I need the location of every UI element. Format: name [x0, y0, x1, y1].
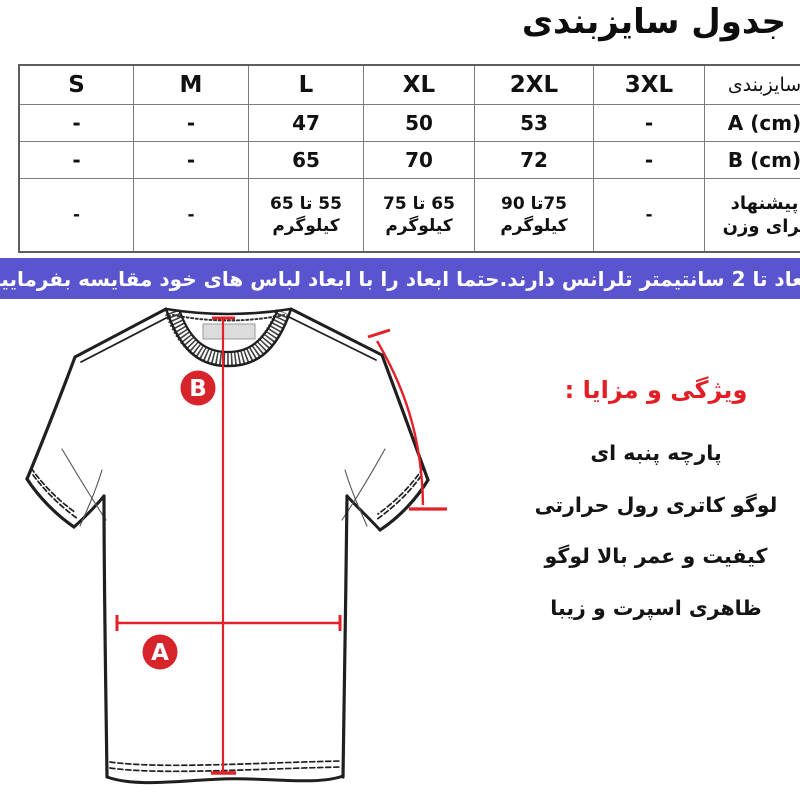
cell-b-m: -: [133, 141, 249, 179]
left-armpit-mark: [79, 469, 103, 527]
right-sleeve-hem: [378, 478, 430, 532]
marker-b-letter: B: [189, 376, 207, 402]
table-row-weight: - - 55 تا 65 کیلوگرم 65 تا 75 کیلوگرم 75…: [18, 178, 800, 253]
cell-b-s: -: [18, 141, 134, 179]
sleeve-length-line: [375, 340, 425, 506]
cell-a-2xl: 53: [474, 104, 594, 142]
body-right-edge: [341, 494, 349, 779]
marker-a-circle: [142, 634, 178, 670]
cell-wt-l: 55 تا 65 کیلوگرم: [248, 178, 364, 253]
sleeve-top-tick: [367, 328, 391, 339]
right-sleeve-outer: [380, 353, 430, 482]
right-armpit-mark: [344, 469, 368, 527]
cell-b-3xl: -: [593, 141, 705, 179]
collar-inner-edge: [178, 310, 279, 354]
feature-item-fabric: پارچه پنبه ای: [590, 441, 722, 465]
left-sleeve-inner: [72, 494, 106, 529]
cell-wt-m: -: [133, 178, 249, 253]
row-label-a: A (cm): [704, 104, 800, 142]
cell-b-2xl: 72: [474, 141, 594, 179]
size-col-header: XL: [363, 64, 475, 105]
tshirt-outline: [25, 307, 430, 785]
right-sleeve-stitch: [375, 475, 422, 521]
cell-wt-xl: 65 تا 75 کیلوگرم: [363, 178, 475, 253]
size-table-corner-label: سایزبندی: [704, 64, 800, 105]
bottom-hem-stitch: [109, 766, 342, 773]
left-sleeve-hem: [25, 477, 76, 529]
cell-b-l: 65: [248, 141, 364, 179]
cell-wt-s: -: [18, 178, 134, 253]
collar-seam-dots: [172, 314, 285, 322]
marker-b-circle: [180, 370, 216, 406]
cell-a-m: -: [133, 104, 249, 142]
feature-item-logo-type: لوگو کاتری رول حرارتی: [534, 492, 778, 517]
size-col-header: 3XL: [593, 64, 705, 105]
measurement-lines: [115, 316, 447, 775]
feature-item-look: ظاهری اسپرت و زیبا: [550, 595, 762, 620]
cell-a-xl: 50: [363, 104, 475, 142]
collar-brand-label: [202, 323, 256, 340]
left-armpit-mark: [61, 448, 107, 521]
marker-a-letter: A: [151, 640, 169, 666]
row-label-weight: پیشنهاد برای وزن: [704, 178, 800, 253]
left-sleeve-outer: [25, 355, 77, 481]
page-title: جدول سایزبندی: [521, 2, 787, 42]
size-col-header: 2XL: [474, 64, 594, 105]
collar-back-edge: [164, 307, 293, 316]
left-sleeve-stitch: [32, 474, 79, 520]
cell-b-xl: 70: [363, 141, 475, 179]
size-col-header: M: [133, 64, 249, 105]
size-col-header: L: [248, 64, 364, 105]
right-sleeve-stitch: [377, 467, 424, 515]
cell-a-s: -: [18, 104, 134, 142]
tshirt-measurement-diagram: B A: [25, 307, 447, 785]
table-row-b: - - 65 70 72 - B (cm): [18, 141, 800, 179]
bottom-hem-stitch: [109, 760, 342, 767]
size-table: S M L XL 2XL 3XL سایزبندی - - 47 50 53 -…: [18, 64, 800, 253]
cell-wt-3xl: -: [593, 178, 705, 253]
cell-a-l: 47: [248, 104, 364, 142]
left-sleeve-stitch: [30, 467, 77, 514]
left-shoulder-seam: [80, 315, 171, 363]
features-heading: ویژگی و مزایا :: [564, 376, 748, 404]
size-col-header: S: [18, 64, 134, 105]
right-armpit-mark: [341, 448, 386, 521]
size-table-header-row: S M L XL 2XL 3XL سایزبندی: [18, 64, 800, 105]
cell-a-3xl: -: [593, 104, 705, 142]
tolerance-notice-banner: ابعاد تا 2 سانتیمتر تلرانس دارند.حتما اب…: [0, 258, 800, 299]
collar-outer-edge: [164, 307, 293, 368]
body-left-edge: [102, 494, 109, 779]
left-shoulder-line: [73, 307, 168, 359]
right-shoulder-seam: [286, 315, 377, 361]
cell-wt-2xl: 75تا 90 کیلوگرم: [474, 178, 594, 253]
bottom-hem: [105, 774, 345, 785]
table-row-a: - - 47 50 53 - A (cm): [18, 104, 800, 142]
right-sleeve-inner: [345, 494, 382, 532]
feature-item-quality: کیفیت و عمر بالا لوگو: [544, 544, 768, 569]
features-section: ویژگی و مزایا : پارچه پنبه ای لوگو کاتری…: [516, 376, 796, 648]
collar-rib-texture: [165, 308, 290, 367]
right-shoulder-line: [289, 307, 384, 357]
row-label-b: B (cm): [704, 141, 800, 179]
